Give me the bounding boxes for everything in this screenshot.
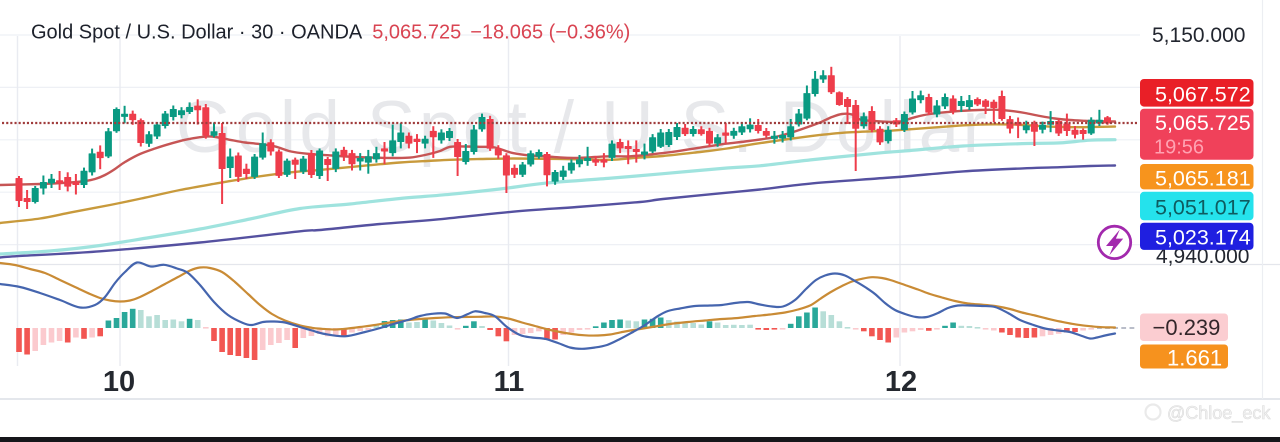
svg-text:4,940.000: 4,940.000 <box>1156 245 1249 268</box>
svg-text:10: 10 <box>103 366 135 398</box>
svg-text:Gold Spot / U.S. Dollar · 30 ·: Gold Spot / U.S. Dollar · 30 · OANDA 5,06… <box>31 22 630 44</box>
svg-text:5,067.572: 5,067.572 <box>1155 83 1251 107</box>
svg-text:−0.239: −0.239 <box>1153 315 1221 340</box>
svg-text:19:56: 19:56 <box>1154 137 1204 159</box>
svg-text:@Chloe_eck: @Chloe_eck <box>1167 403 1271 424</box>
svg-text:5,150.000: 5,150.000 <box>1152 24 1245 47</box>
svg-text:Gold Spot / U.S. Dollar: Gold Spot / U.S. Dollar <box>176 87 990 168</box>
svg-text:5,023.174: 5,023.174 <box>1155 226 1251 250</box>
svg-text:1.661: 1.661 <box>1167 346 1222 371</box>
svg-text:11: 11 <box>494 366 525 398</box>
svg-text:5,065.725: 5,065.725 <box>1155 111 1251 135</box>
svg-text:12: 12 <box>885 366 917 398</box>
svg-text:5,051.017: 5,051.017 <box>1155 196 1251 220</box>
svg-text:5,065.181: 5,065.181 <box>1155 167 1251 191</box>
